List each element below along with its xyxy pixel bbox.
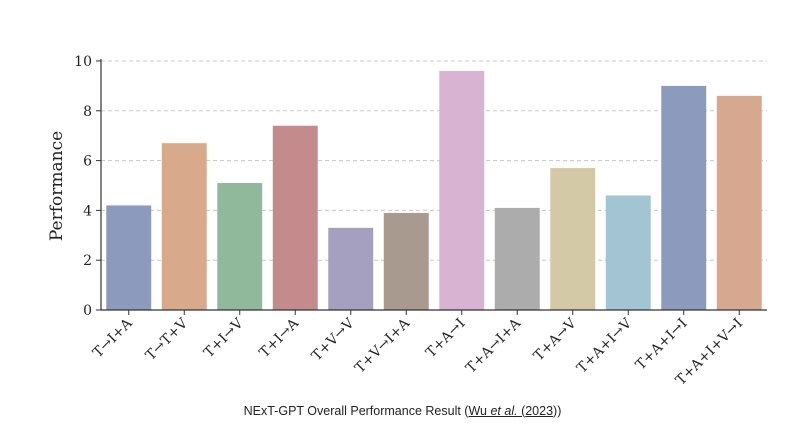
bar — [383, 212, 429, 310]
bar — [217, 183, 263, 310]
y-tick-label: 8 — [83, 104, 92, 120]
y-tick-label: 6 — [83, 154, 92, 170]
x-tick-label: T+A+I→V — [574, 315, 636, 377]
gridlines — [101, 60, 767, 261]
figure-caption: NExT-GPT Overall Performance Result (Wu … — [0, 404, 805, 418]
x-tick-label: T+A→I — [423, 316, 469, 362]
y-tick-label: 0 — [83, 303, 92, 319]
citation-link[interactable]: Wu et al. (2023 — [468, 404, 553, 418]
bars — [106, 70, 762, 311]
x-tick-label: T+V→I+A — [352, 315, 414, 377]
y-tick-label: 2 — [83, 253, 92, 269]
bar — [328, 227, 374, 310]
x-tick-label: T+V→V — [309, 315, 358, 364]
bar-chart: 0 2 4 6 8 10 T→I+A T→T+V T+I→V T+I→A T+V→V T+V→I+A T… — [47, 54, 767, 389]
citation-open-paren: ( — [517, 404, 526, 418]
x-tick-label: T+I→V — [201, 315, 247, 361]
citation-year: 2023 — [525, 404, 554, 418]
citation-author: Wu — [468, 404, 487, 418]
y-tick-label: 4 — [83, 203, 92, 219]
x-tick-label: T→I+A — [90, 315, 136, 361]
bar — [161, 143, 207, 310]
caption-suffix: )) — [553, 404, 562, 418]
bar — [494, 207, 540, 310]
axes — [96, 59, 767, 315]
x-tick-label: T→T+V — [143, 315, 192, 364]
bar — [605, 195, 651, 310]
bar — [439, 70, 485, 311]
bar — [550, 168, 596, 310]
x-tick-label: T+A→V — [531, 315, 580, 364]
x-tick-label: T+A+I→I — [633, 316, 691, 374]
bar — [716, 95, 762, 310]
bar — [272, 125, 318, 311]
x-tick-label: T+I→A — [257, 315, 303, 361]
citation-etal: et al. — [490, 404, 518, 418]
bar — [106, 205, 152, 310]
y-tick-label: 10 — [74, 54, 92, 70]
y-axis-label: Performance — [47, 131, 67, 241]
x-tick-label: T+A→I+A — [463, 315, 525, 377]
caption-prefix: NExT-GPT Overall Performance Result ( — [243, 404, 469, 418]
bar — [661, 85, 707, 311]
